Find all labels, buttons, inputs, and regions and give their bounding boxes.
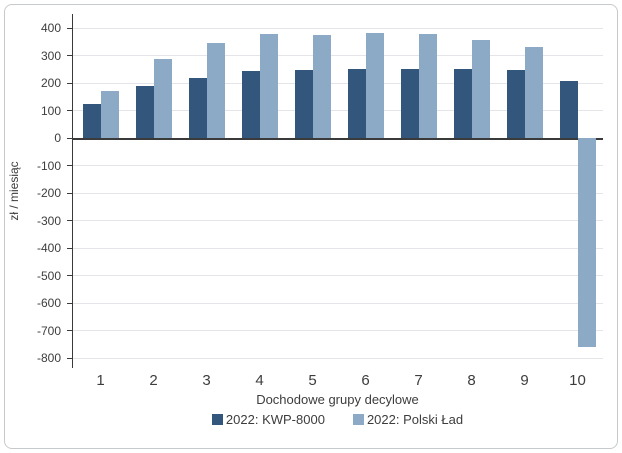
bar-kwp-8000-decile-9 (506, 70, 525, 138)
gridline (73, 27, 603, 29)
legend-label-polski-lad: 2022: Polski Ład (366, 412, 464, 427)
y-tick-label: -800 (36, 351, 61, 365)
y-tick-label: 100 (40, 103, 61, 118)
gridline (73, 302, 603, 304)
bar-kwp-8000-decile-2 (135, 85, 154, 138)
bar-kwp-8000-decile-1 (82, 103, 101, 138)
bar-polski-lad-decile-9 (524, 47, 543, 138)
y-axis-tick (67, 192, 72, 194)
gridline (73, 247, 603, 249)
y-tick-label: 400 (40, 21, 61, 35)
x-axis-title: Dochodowe grupy decylowe (256, 392, 419, 407)
y-axis-tick (67, 137, 72, 139)
legend-swatch-polski-lad (352, 414, 364, 425)
y-tick-label: 0 (54, 131, 61, 145)
y-axis-tick (67, 247, 72, 249)
y-axis-tick (67, 110, 72, 111)
y-tick-label: -300 (36, 213, 61, 228)
gridline (73, 192, 603, 194)
x-tick-label-decile-6: 6 (361, 372, 370, 389)
bar-kwp-8000-decile-7 (400, 69, 419, 138)
legend-swatch-kwp-8000 (211, 414, 223, 425)
bar-polski-lad-decile-4 (259, 33, 278, 138)
gridline (73, 165, 603, 166)
legend: 2022: KWP-8000 2022: Polski Ład (72, 412, 603, 427)
bar-polski-lad-decile-7 (418, 33, 437, 138)
bar-polski-lad-decile-5 (312, 34, 331, 138)
bar-polski-lad-decile-10 (577, 138, 596, 347)
y-axis-tick (67, 220, 72, 221)
gridline (73, 110, 603, 111)
x-tick-label-decile-10: 10 (569, 372, 586, 389)
y-tick-label: -700 (36, 323, 61, 338)
legend-label-kwp-8000: 2022: KWP-8000 (225, 412, 325, 427)
bar-kwp-8000-decile-10 (559, 81, 578, 138)
bar-kwp-8000-decile-6 (347, 68, 366, 138)
x-tick-label-decile-2: 2 (149, 372, 158, 389)
y-axis-line (72, 14, 73, 368)
legend-item-kwp-8000: 2022: KWP-8000 (211, 412, 325, 427)
y-axis-tick (67, 165, 72, 166)
y-axis-tick (67, 302, 72, 304)
bar-kwp-8000-decile-4 (241, 70, 260, 138)
bar-polski-lad-decile-3 (206, 43, 225, 138)
x-tick-label-decile-4: 4 (255, 372, 264, 389)
y-axis-tick (67, 357, 72, 359)
gridline (73, 357, 603, 359)
y-tick-label: -500 (36, 268, 61, 283)
gridline (73, 55, 603, 56)
zero-axis-line (73, 137, 603, 140)
gridline (73, 330, 603, 331)
y-axis-tick (67, 82, 72, 84)
gridline (73, 220, 603, 221)
x-tick-label-decile-5: 5 (308, 372, 317, 389)
bar-polski-lad-decile-8 (471, 40, 490, 138)
y-tick-label: -400 (36, 241, 61, 255)
bar-polski-lad-decile-2 (153, 59, 172, 138)
x-tick-label-decile-7: 7 (414, 372, 423, 389)
y-axis-tick (67, 330, 72, 331)
y-tick-label: -200 (36, 186, 61, 200)
bar-kwp-8000-decile-8 (453, 68, 472, 138)
y-axis-tick (67, 27, 72, 29)
x-tick-label-decile-1: 1 (96, 372, 105, 389)
plot-area (67, 14, 603, 368)
bar-polski-lad-decile-6 (365, 33, 384, 138)
bar-kwp-8000-decile-5 (294, 70, 313, 138)
x-tick-label-decile-8: 8 (467, 372, 476, 389)
bar-kwp-8000-decile-3 (188, 77, 207, 138)
y-axis-tick (67, 275, 72, 276)
y-tick-label: 300 (40, 48, 61, 63)
x-tick-label-decile-9: 9 (520, 372, 529, 389)
gridline (73, 82, 603, 84)
y-tick-label: -100 (36, 158, 61, 173)
x-tick-label-decile-3: 3 (202, 372, 211, 389)
y-axis-tick (67, 55, 72, 56)
bar-polski-lad-decile-1 (100, 90, 119, 138)
y-tick-label: -600 (36, 296, 61, 310)
y-tick-label: 200 (40, 76, 61, 90)
legend-item-polski-lad: 2022: Polski Ład (352, 412, 464, 427)
gridline (73, 275, 603, 276)
